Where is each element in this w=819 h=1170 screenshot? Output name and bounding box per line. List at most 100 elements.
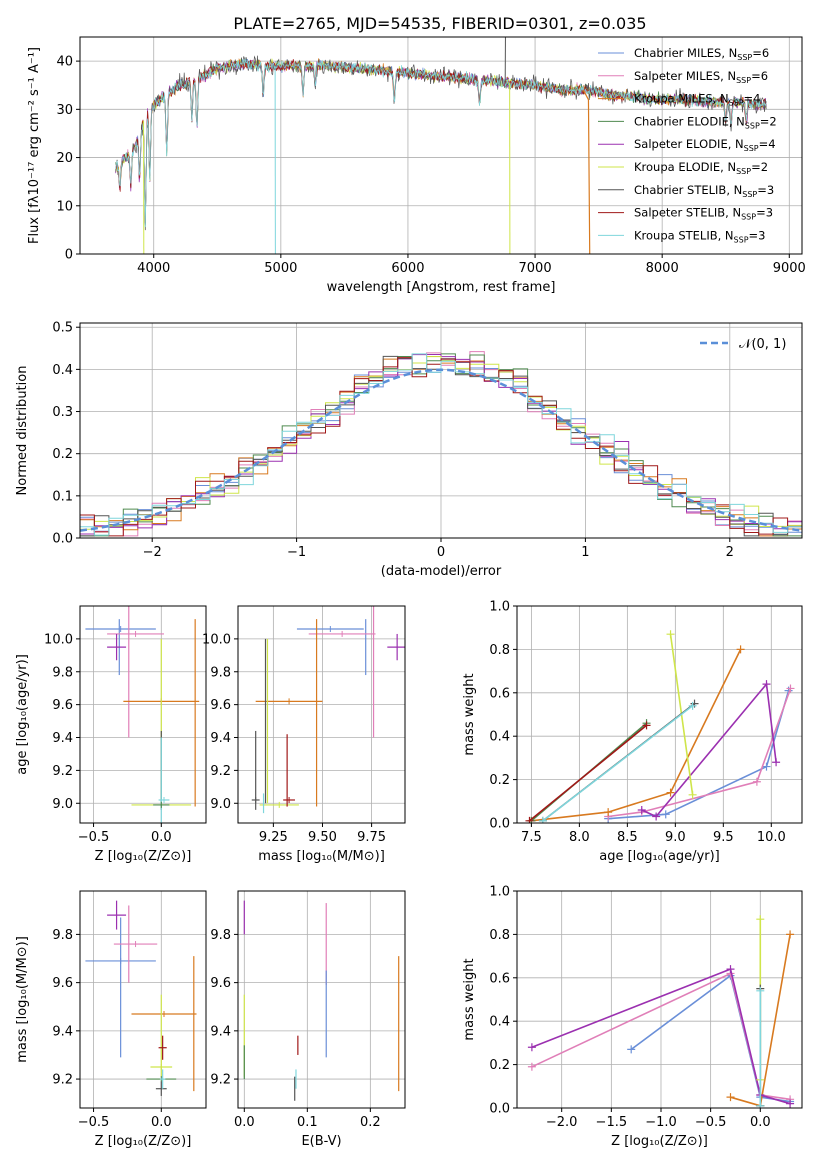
error-bar [283, 796, 295, 803]
weight-point [726, 965, 735, 974]
y-tick-label: 9.8 [52, 928, 73, 943]
grid [80, 891, 206, 1108]
residual-histogram [80, 357, 802, 537]
y-tick-label: 9.6 [210, 976, 231, 991]
error-bar [153, 801, 170, 808]
x-tick-label: 9.0 [665, 830, 686, 845]
weight-line [608, 690, 790, 820]
weight-point [527, 1062, 536, 1071]
x-tick-label: 8.0 [569, 830, 590, 845]
y-axis-label: age [log₁₀(age/yr)] [15, 654, 30, 775]
weight-point [637, 805, 646, 814]
legend-eq: =6 [751, 69, 768, 83]
weight-point [642, 721, 651, 730]
plot-area [525, 630, 795, 823]
weight-point [762, 762, 771, 771]
grid [80, 606, 206, 823]
axes-age-vs-mass: 9.25 9.50 9.75 9.0 9.2 9.4 9.6 9.8 10.0 mass [log… [202, 605, 406, 864]
legend-label: Salpeter STELIB, NSSP=3 [634, 206, 773, 222]
weight-point [666, 630, 675, 639]
error-bar [107, 630, 164, 637]
x-tick-label: −1 [287, 545, 306, 560]
y-tick-label: 0.2 [52, 447, 73, 462]
x-tick-label: −1.0 [645, 1115, 677, 1130]
axes-frame [516, 890, 803, 1109]
x-tick-label: 9000 [773, 261, 806, 276]
x-tick-label: 9.5 [713, 830, 734, 845]
weight-point [604, 808, 613, 817]
plot-area [243, 900, 400, 1101]
y-tick-label: 9.8 [210, 928, 231, 943]
weight-line [531, 649, 742, 822]
y-tick-label: 9.2 [52, 1073, 73, 1088]
error-bar [259, 801, 299, 808]
x-tick-label: 8.5 [617, 830, 638, 845]
axes-frame [237, 890, 406, 1109]
weight-line [528, 724, 648, 822]
residual-histogram [80, 353, 802, 536]
legend-sub: SSP [737, 53, 752, 62]
legend-text: Salpeter STELIB, N [634, 206, 741, 220]
y-axis-label: mass weight [462, 958, 477, 1040]
y-tick-label: 9.4 [52, 1024, 73, 1039]
legend-eq: =6 [752, 46, 769, 60]
x-axis-label: Z [log₁₀(Z/Z⊙)] [95, 849, 192, 864]
axes-frame [79, 605, 207, 824]
y-tick-label: 9.6 [52, 976, 73, 991]
x-tick-label: 9.75 [357, 830, 386, 845]
legend-sub: SSP [741, 213, 756, 222]
weight-point [756, 915, 765, 924]
y-tick-label: 1.0 [489, 885, 510, 900]
y-tick-label: 9.2 [210, 764, 231, 779]
weight-point [772, 758, 781, 767]
y-tick-label: 9.8 [52, 665, 73, 680]
legend-label: Salpeter ELODIE, NSSP=4 [634, 137, 776, 153]
legend-label: Chabrier MILES, NSSP=6 [634, 46, 769, 62]
x-tick-label: −2.0 [546, 1115, 578, 1130]
y-tick-label: 10.0 [202, 632, 231, 647]
error-bar [387, 633, 405, 661]
x-tick-label: 10.0 [757, 830, 786, 845]
weight-line [542, 705, 694, 822]
axes-weight-vs-Z: −2.0 −1.5 −1.0 −0.5 0.0 0.0 0.2 0.4 0.6 0.8 1.0 Z [… [462, 885, 803, 1149]
y-tick-label: 9.0 [210, 797, 231, 812]
weight-point [736, 645, 745, 654]
legend-text: Salpeter MILES, N [634, 69, 736, 83]
y-tick-label: 0.2 [489, 1058, 510, 1073]
axes-residuals: −2 −1 0 1 2 0.0 0.1 0.2 0.3 0.4 0.5 (data-model)/er… [15, 321, 803, 579]
y-tick-label: 1.0 [489, 600, 510, 615]
error-bar [113, 941, 158, 948]
grid [517, 890, 802, 1109]
legend-eq: =4 [759, 137, 776, 151]
weight-point [786, 684, 795, 693]
x-tick-label: 8000 [646, 261, 679, 276]
y-tick-label: 0.8 [489, 643, 510, 658]
weight-point [652, 812, 661, 821]
grid [517, 605, 802, 824]
legend-sub: SSP [729, 99, 744, 108]
x-tick-label: 7.5 [521, 830, 542, 845]
weight-point [525, 816, 534, 823]
legend-eq: =3 [756, 206, 773, 220]
x-tick-label: 0.0 [750, 1115, 771, 1130]
plot-area [251, 606, 405, 814]
weight-line [531, 968, 791, 1105]
legend-sub: SSP [734, 235, 749, 244]
y-tick-label: 0.5 [52, 321, 73, 336]
legend-text: Chabrier ELODIE, N [634, 114, 745, 128]
y-tick-label: 9.6 [52, 698, 73, 713]
error-bar [158, 796, 170, 803]
plot-area [80, 351, 802, 537]
x-tick-label: −1.5 [596, 1115, 628, 1130]
weight-point [688, 790, 697, 799]
legend-eq: =4 [744, 92, 761, 106]
legend-label: Kroupa STELIB, NSSP=3 [634, 228, 765, 244]
axes-frame [79, 36, 803, 255]
error-bar [159, 1069, 166, 1089]
x-axis-label: Z [log₁₀(Z/Z⊙)] [95, 1134, 192, 1149]
x-tick-label: 0.0 [151, 830, 172, 845]
legend-label: Kroupa ELODIE, NSSP=2 [634, 160, 768, 176]
x-tick-label: 4000 [137, 261, 170, 276]
weight-point [688, 701, 697, 710]
y-tick-label: 0.2 [489, 773, 510, 788]
